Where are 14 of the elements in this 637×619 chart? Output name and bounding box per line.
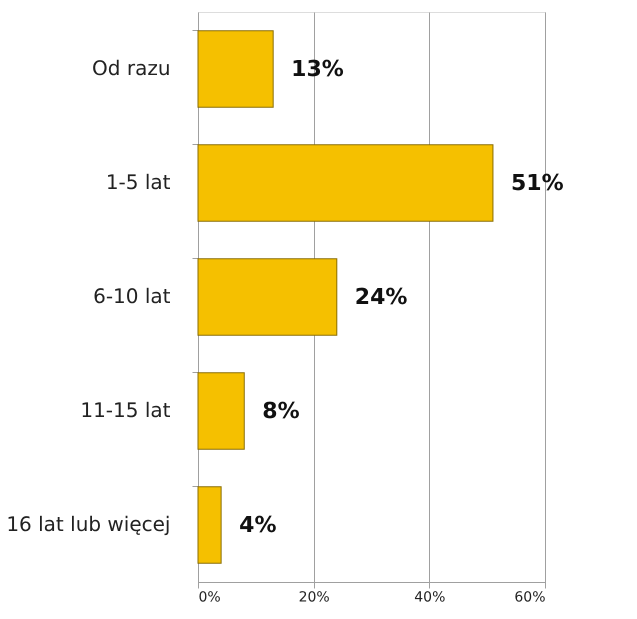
x-tick-label: 0% (198, 590, 221, 606)
y-tick-label: 6-10 lat (93, 284, 171, 308)
x-tick-label: 60% (514, 590, 546, 606)
data-label: 24% (354, 285, 408, 310)
data-label: 4% (239, 513, 276, 538)
y-tick-label: 11-15 lat (80, 398, 171, 422)
data-label: 8% (262, 399, 300, 424)
x-tick-label: 20% (298, 590, 330, 606)
y-tick-label: 16 lat lub więcej (6, 512, 170, 536)
y-tick-label: 1-5 lat (106, 170, 171, 194)
x-tick-label: 40% (414, 590, 446, 606)
data-label: 51% (510, 171, 564, 196)
y-tick-label: Od razu (92, 56, 170, 80)
data-label: 13% (291, 57, 344, 82)
